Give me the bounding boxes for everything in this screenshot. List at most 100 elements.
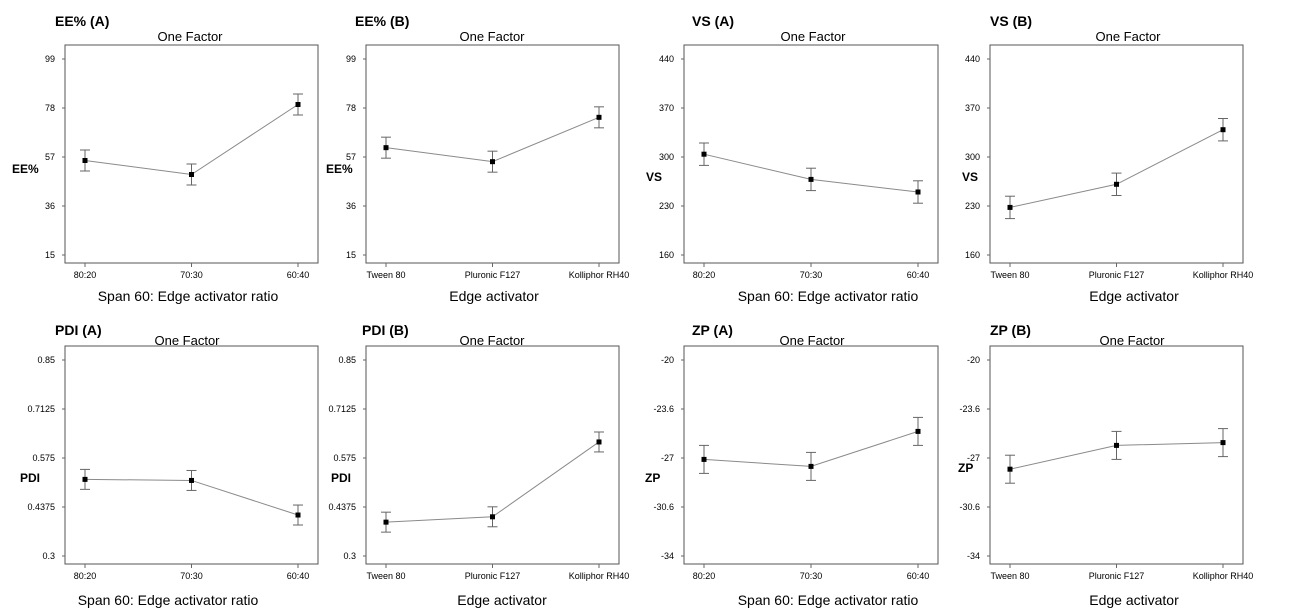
x-tick-label: 60:40 xyxy=(907,571,930,581)
data-point xyxy=(1220,440,1226,446)
x-axis-label: Span 60: Edge activator ratio xyxy=(78,592,259,608)
data-point xyxy=(1114,442,1119,448)
y-tick-label: 0.7125 xyxy=(27,404,55,414)
x-axis-label: Edge activator xyxy=(449,288,539,304)
y-axis-label: EE% xyxy=(326,162,353,176)
x-tick-label: 70:30 xyxy=(800,270,823,280)
y-tick-label: 300 xyxy=(659,152,674,162)
data-point xyxy=(295,102,301,107)
panel-title: VS (B) xyxy=(990,13,1032,29)
panel-2: EE% (B) One Factor 15 36 57 78 99 Tween 80 Pluro… xyxy=(326,13,629,304)
x-tick-label: 80:20 xyxy=(693,270,716,280)
y-tick-label: -23.6 xyxy=(959,404,980,414)
x-axis-label: Edge activator xyxy=(1089,288,1179,304)
y-tick-label: -20 xyxy=(661,355,674,365)
y-tick-label: -23.6 xyxy=(653,404,674,414)
x-tick-label: 60:40 xyxy=(907,270,930,280)
x-tick-label: Pluronic F127 xyxy=(1089,571,1145,581)
y-axis-label: VS xyxy=(646,170,662,184)
x-axis-label: Span 60: Edge activator ratio xyxy=(98,288,279,304)
y-tick-label: -30.6 xyxy=(653,502,674,512)
panel-5: PDI (A) One Factor 0.3 0.4375 0.575 0.7125 0.8… xyxy=(20,322,319,608)
y-tick-label: 370 xyxy=(659,103,674,113)
y-axis-label: PDI xyxy=(331,471,351,485)
plot-frame xyxy=(683,44,939,264)
data-point xyxy=(1220,127,1226,133)
y-tick-label: 160 xyxy=(659,250,674,260)
y-tick-label: 15 xyxy=(346,250,356,260)
x-tick-label: Tween 80 xyxy=(990,270,1029,280)
data-point xyxy=(808,463,814,469)
x-tick-label: Kolliphor RH40 xyxy=(569,571,630,581)
data-point xyxy=(490,159,495,165)
data-point xyxy=(596,439,602,445)
data-point xyxy=(82,476,88,482)
panel-title: ZP (B) xyxy=(990,322,1031,338)
panel-subtitle: One Factor xyxy=(779,333,845,348)
panel-subtitle: One Factor xyxy=(154,333,220,348)
panel-subtitle: One Factor xyxy=(157,29,223,44)
y-tick-label: 0.4375 xyxy=(27,502,55,512)
x-tick-label: Pluronic F127 xyxy=(1089,270,1145,280)
y-axis-label: EE% xyxy=(12,162,39,176)
panel-title: PDI (B) xyxy=(362,322,409,338)
y-tick-label: 370 xyxy=(965,103,980,113)
panel-title: PDI (A) xyxy=(55,322,102,338)
x-tick-label: Pluronic F127 xyxy=(465,571,521,581)
y-tick-label: 160 xyxy=(965,250,980,260)
y-tick-label: -27 xyxy=(661,453,674,463)
data-point xyxy=(701,151,707,157)
y-tick-label: 0.575 xyxy=(32,453,55,463)
data-point xyxy=(808,176,814,182)
x-tick-label: Tween 80 xyxy=(366,571,405,581)
x-tick-label: 60:40 xyxy=(287,571,310,581)
x-tick-label: 80:20 xyxy=(693,571,716,581)
y-tick-label: 230 xyxy=(965,201,980,211)
y-tick-label: 0.575 xyxy=(333,453,356,463)
panel-subtitle: One Factor xyxy=(780,29,846,44)
plot-frame xyxy=(989,44,1244,264)
panel-title: VS (A) xyxy=(692,13,734,29)
y-tick-label: 0.3 xyxy=(42,551,55,561)
data-point xyxy=(596,114,602,120)
data-point xyxy=(915,189,921,195)
y-tick-label: 78 xyxy=(346,103,356,113)
data-point xyxy=(189,172,194,177)
x-tick-label: 80:20 xyxy=(74,270,97,280)
y-tick-label: 0.3 xyxy=(343,551,356,561)
y-tick-label: 99 xyxy=(346,54,356,64)
x-tick-label: Pluronic F127 xyxy=(465,270,521,280)
x-tick-label: 70:30 xyxy=(180,270,203,280)
y-tick-label: 0.4375 xyxy=(328,502,356,512)
y-tick-label: -27 xyxy=(967,453,980,463)
panel-title: EE% (A) xyxy=(55,13,109,29)
x-tick-label: Kolliphor RH40 xyxy=(1193,571,1254,581)
y-axis-label: ZP xyxy=(958,461,973,475)
y-axis-label: ZP xyxy=(645,471,660,485)
y-axis-label: PDI xyxy=(20,471,40,485)
panel-subtitle: One Factor xyxy=(459,333,525,348)
y-tick-label: 78 xyxy=(45,103,55,113)
data-point xyxy=(490,514,495,520)
panel-7: ZP (A) One Factor -34 -30.6 -27 -23.6 -20 80:20… xyxy=(645,322,939,608)
x-axis-label: Edge activator xyxy=(457,592,547,608)
panel-subtitle: One Factor xyxy=(1095,29,1161,44)
y-tick-label: 440 xyxy=(659,54,674,64)
y-tick-label: 0.7125 xyxy=(328,404,356,414)
plot-frame xyxy=(64,345,319,565)
data-point xyxy=(295,512,301,518)
y-tick-label: 230 xyxy=(659,201,674,211)
data-point xyxy=(1114,181,1119,187)
data-point xyxy=(189,477,194,483)
x-tick-label: Kolliphor RH40 xyxy=(569,270,630,280)
y-tick-label: 0.85 xyxy=(37,355,55,365)
x-axis-label: Span 60: Edge activator ratio xyxy=(738,592,919,608)
y-tick-label: 36 xyxy=(45,201,55,211)
y-tick-label: 36 xyxy=(346,201,356,211)
data-point xyxy=(82,158,88,163)
x-tick-label: 60:40 xyxy=(287,270,310,280)
x-tick-label: 80:20 xyxy=(74,571,97,581)
data-point xyxy=(701,456,707,462)
panel-8: ZP (B) One Factor -34 -30.6 -27 -23.6 -20 Tween… xyxy=(958,322,1253,608)
